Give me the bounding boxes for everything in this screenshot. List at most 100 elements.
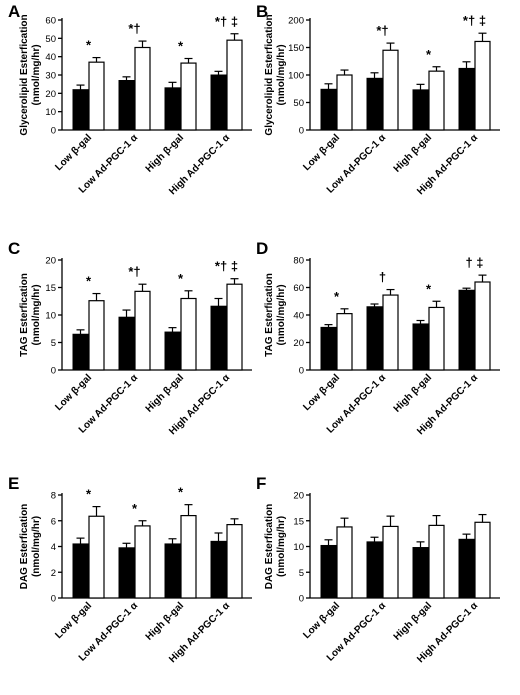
bar-open — [336, 74, 353, 131]
significance-label: * — [132, 501, 138, 516]
y-tick-label: 50 — [45, 34, 56, 45]
bar-filled — [164, 331, 181, 371]
bar-filled — [72, 89, 89, 131]
y-axis-label: TAG Esterfication — [264, 273, 275, 357]
y-axis-label: DAG Esterfication — [264, 504, 275, 590]
y-tick-label: 15 — [45, 283, 56, 294]
y-tick-label: 50 — [293, 98, 304, 109]
category-label: Low β-gal — [301, 600, 342, 641]
bar-filled — [210, 74, 227, 131]
significance-label: * — [86, 274, 92, 289]
bar-open — [88, 515, 105, 599]
bar-filled — [366, 306, 383, 371]
bar-filled — [118, 80, 135, 131]
y-tick-label: 2 — [51, 568, 56, 579]
panel-c: C TAG Esterfication (nmol/mg/hr) 0 5 10 15 20 * L… — [8, 239, 252, 437]
category-label: High β-gal — [392, 372, 434, 414]
bar-open — [180, 514, 197, 599]
y-tick-label: 10 — [293, 542, 304, 553]
y-tick-label: 80 — [293, 256, 304, 267]
bar-filled — [72, 333, 89, 371]
category-label: Low β-gal — [53, 600, 94, 641]
significance-label: * — [178, 485, 184, 500]
y-tick-label: 8 — [51, 491, 56, 502]
bar-filled — [320, 88, 337, 131]
y-axis-label: (nmol/mg/hr) — [31, 284, 42, 345]
y-axis-label: DAG Esterfication — [19, 504, 30, 590]
bar-open — [474, 281, 491, 371]
significance-label: * — [86, 38, 92, 53]
y-axis-label: Glycerolipid Esterfication — [264, 14, 275, 135]
y-tick-label: 0 — [51, 126, 56, 137]
bar-open — [428, 306, 445, 371]
bar-open — [180, 297, 197, 371]
significance-label: * — [178, 39, 184, 54]
bar-open — [226, 524, 243, 599]
significance-label: *† ‡ — [463, 13, 486, 28]
significance-label: * — [426, 47, 432, 62]
bar-open — [134, 46, 151, 131]
y-tick-label: 100 — [288, 71, 304, 82]
category-label: High β-gal — [144, 132, 186, 174]
bar-open — [134, 525, 151, 599]
bar-open — [134, 290, 151, 371]
bar-open — [226, 39, 243, 131]
bar-filled — [458, 538, 475, 599]
y-axis-label: (nmol/mg/hr) — [276, 44, 287, 105]
bar-open — [474, 40, 491, 131]
bar-filled — [412, 89, 429, 131]
bar-filled — [320, 326, 337, 371]
y-tick-label: 4 — [51, 542, 56, 553]
y-tick-label: 0 — [51, 366, 56, 377]
panel-letter: B — [256, 2, 268, 21]
bar-filled — [458, 289, 475, 371]
panel-letter: D — [256, 239, 268, 258]
bar-open — [382, 49, 399, 131]
y-tick-label: 60 — [293, 283, 304, 294]
y-tick-label: 5 — [299, 568, 304, 579]
significance-label: *† — [128, 264, 140, 279]
bar-filled — [72, 543, 89, 599]
bar-filled — [412, 547, 429, 599]
y-tick-label: 10 — [45, 311, 56, 322]
y-tick-label: 150 — [288, 43, 304, 54]
panel-letter: E — [8, 474, 19, 493]
significance-label: *† ‡ — [215, 259, 238, 274]
panel-d: D TAG Esterfication (nmol/mg/hr) 0 20 40 60 80 *… — [256, 239, 500, 437]
bar-open — [88, 300, 105, 371]
category-label: Low β-gal — [301, 372, 342, 413]
bar-filled — [366, 77, 383, 131]
significance-label: * — [178, 271, 184, 286]
bar-filled — [118, 547, 135, 599]
y-tick-label: 20 — [45, 256, 56, 267]
category-label: High β-gal — [392, 132, 434, 174]
bar-filled — [210, 540, 227, 599]
category-label: Low β-gal — [301, 132, 342, 173]
significance-label: † ‡ — [465, 255, 483, 270]
y-tick-label: 60 — [45, 16, 56, 27]
y-tick-label: 0 — [299, 594, 304, 605]
bar-filled — [320, 544, 337, 599]
bar-open — [428, 524, 445, 599]
y-tick-label: 20 — [293, 338, 304, 349]
significance-label: * — [334, 289, 340, 304]
y-tick-label: 6 — [51, 516, 56, 527]
bar-open — [382, 294, 399, 371]
bar-open — [88, 61, 105, 131]
significance-label: * — [426, 281, 432, 296]
bar-filled — [412, 323, 429, 371]
y-tick-label: 10 — [45, 107, 56, 118]
bar-open — [226, 283, 243, 371]
y-axis-label: (nmol/mg/hr) — [31, 44, 42, 105]
bar-filled — [366, 541, 383, 599]
y-tick-label: 40 — [293, 311, 304, 322]
y-tick-label: 200 — [288, 16, 304, 27]
bar-filled — [118, 316, 135, 371]
category-label: High β-gal — [144, 600, 186, 642]
significance-label: *† — [128, 21, 140, 36]
panel-letter: A — [8, 2, 20, 21]
bar-open — [336, 313, 353, 371]
